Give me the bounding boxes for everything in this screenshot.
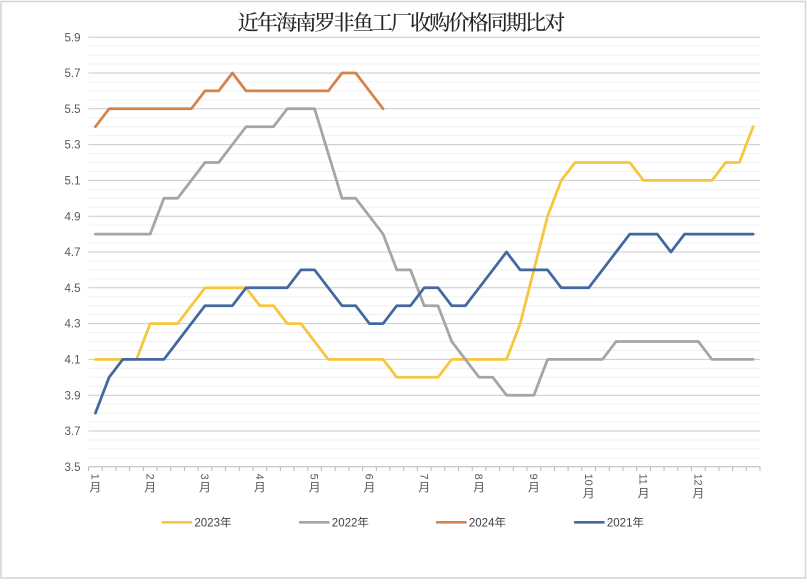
svg-text:10: 10 (582, 474, 594, 486)
svg-text:2023: 2023 (194, 517, 220, 529)
svg-text:5.7: 5.7 (65, 68, 81, 80)
svg-text:5.5: 5.5 (65, 104, 81, 116)
svg-text:6: 6 (363, 474, 375, 480)
svg-text:4.3: 4.3 (65, 319, 81, 331)
svg-text:9: 9 (527, 474, 539, 480)
svg-text:2024: 2024 (469, 517, 495, 529)
svg-text:2022: 2022 (332, 517, 358, 529)
svg-text:5: 5 (308, 474, 320, 480)
svg-text:4: 4 (253, 474, 265, 480)
svg-text:5.9: 5.9 (65, 32, 81, 44)
svg-text:4.1: 4.1 (65, 355, 81, 367)
svg-text:12: 12 (691, 474, 703, 486)
svg-text:2021: 2021 (607, 517, 633, 529)
svg-text:4.5: 4.5 (65, 283, 81, 295)
svg-text:11: 11 (637, 474, 649, 485)
svg-text:7: 7 (417, 474, 429, 480)
svg-text:5.3: 5.3 (65, 140, 81, 152)
svg-text:1: 1 (88, 474, 100, 480)
svg-text:4.7: 4.7 (65, 247, 81, 259)
svg-text:3.9: 3.9 (65, 390, 81, 402)
svg-text:4.9: 4.9 (65, 211, 81, 223)
svg-text:2: 2 (143, 474, 155, 480)
svg-text:3: 3 (198, 474, 210, 480)
svg-text:5.1: 5.1 (65, 176, 81, 188)
svg-text:3.5: 3.5 (65, 462, 81, 474)
svg-text:8: 8 (472, 474, 484, 480)
svg-text:3.7: 3.7 (65, 426, 81, 438)
